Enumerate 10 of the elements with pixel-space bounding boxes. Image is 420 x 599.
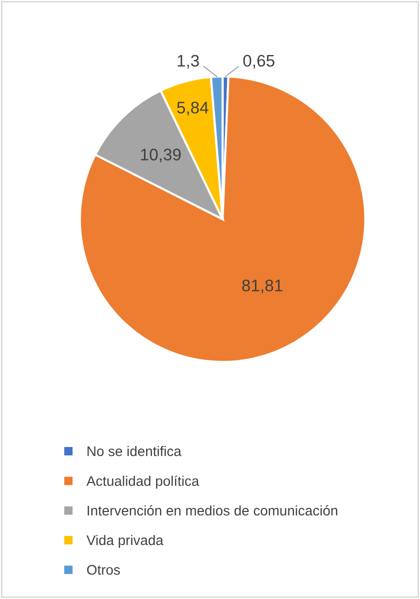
- legend-label: Vida privada: [86, 534, 164, 548]
- data-label: 5,84: [177, 102, 208, 116]
- legend-label: Intervención en medios de comunicación: [88, 505, 338, 516]
- data-label: 0,65: [243, 54, 274, 69]
- legend-label: No se identifica: [88, 446, 182, 456]
- legend-label: Otros: [87, 564, 120, 575]
- data-label: 81,81: [242, 280, 282, 294]
- data-label: 10,39: [141, 148, 181, 162]
- data-label: 1,3: [178, 54, 199, 69]
- legend-label: Actualidad política: [86, 476, 200, 489]
